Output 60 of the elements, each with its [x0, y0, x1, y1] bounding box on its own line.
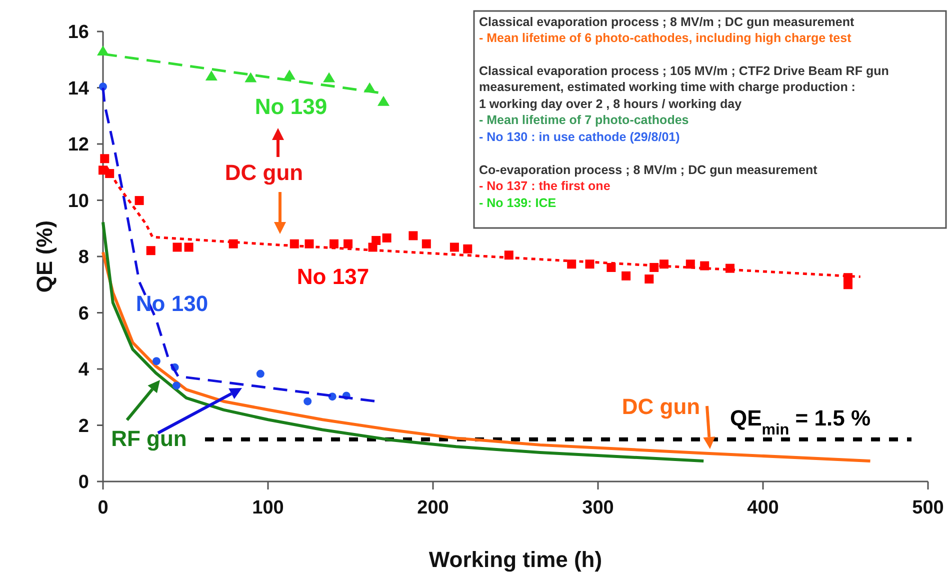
annotation: - No 137 : the first one: [479, 179, 610, 193]
y-axis-title: QE (%): [32, 220, 57, 293]
point: [184, 242, 194, 252]
x-tick-label: 300: [582, 498, 614, 518]
x-axis-title: Working time (h): [428, 547, 602, 572]
annotation: - Mean lifetime of 7 photo-cathodes: [479, 113, 689, 127]
y-tick-label: 14: [68, 78, 90, 100]
point: [205, 70, 218, 80]
y-tick-label: 2: [78, 416, 89, 437]
annotation: - Mean lifetime of 6 photo-cathodes, including high charge test: [479, 31, 852, 45]
point: [172, 382, 180, 390]
point: [372, 236, 381, 245]
y-tick-label: 4: [78, 360, 90, 381]
annotation: 1 working day over 2 , 8 hours / working day: [479, 97, 742, 111]
point: [172, 242, 182, 252]
y-tick-label: 6: [78, 303, 89, 324]
point: [330, 239, 338, 248]
annotation: Classical evaporation process ; 105 MV/m ; CTF2 Drive Beam RF gun: [479, 64, 889, 78]
y-tick-label: 0: [78, 472, 89, 494]
point: [463, 244, 472, 254]
line-series: [102, 220, 706, 462]
point: [408, 231, 418, 240]
text: Classical evaporation process ; 8 MV/m ; DC gun measurement: [479, 15, 855, 29]
x-tick-label: 400: [747, 498, 779, 518]
point: [256, 370, 264, 378]
annotation: Co-evaporation process ; 8 MV/m ; DC gun measurement: [479, 163, 818, 177]
point: [422, 239, 431, 248]
point: [450, 242, 459, 252]
x-tick-label: 500: [912, 498, 944, 518]
y-tick-label: 16: [68, 22, 89, 44]
series-label: No 137: [296, 264, 370, 289]
point: [622, 271, 631, 280]
series-label: RF gun: [111, 426, 187, 451]
annotation: DC gun: [224, 160, 304, 185]
point: [100, 154, 110, 164]
point: [344, 239, 353, 248]
point: [606, 262, 616, 272]
point: [378, 96, 390, 106]
text: No 130: [136, 291, 208, 316]
y-tick-label: 12: [68, 134, 89, 156]
ref-line-label: QE$_{min}$ = 1.5 %: [730, 405, 871, 438]
point: [134, 196, 144, 206]
point: [244, 72, 257, 82]
point: [644, 274, 654, 284]
point: [146, 246, 156, 256]
point: [382, 233, 392, 242]
point: [323, 72, 336, 82]
x-tick-label: 100: [252, 498, 284, 518]
annotation: - No 130 : in use cathode (29/8/01): [479, 130, 680, 144]
series-label: No 139: [254, 94, 328, 119]
x-tick-label: 200: [417, 498, 449, 518]
y-tick-label: 10: [68, 190, 89, 212]
y-tick-label: 8: [78, 247, 89, 268]
x-tick-label: 0: [98, 498, 108, 518]
point: [152, 357, 160, 366]
annotation: - No 139: ICE: [479, 196, 556, 210]
point: [304, 397, 312, 406]
line-series: [102, 250, 872, 462]
annotation: measurement, estimated working time with charge production :: [479, 80, 856, 94]
series-label: DC gun: [622, 394, 700, 419]
